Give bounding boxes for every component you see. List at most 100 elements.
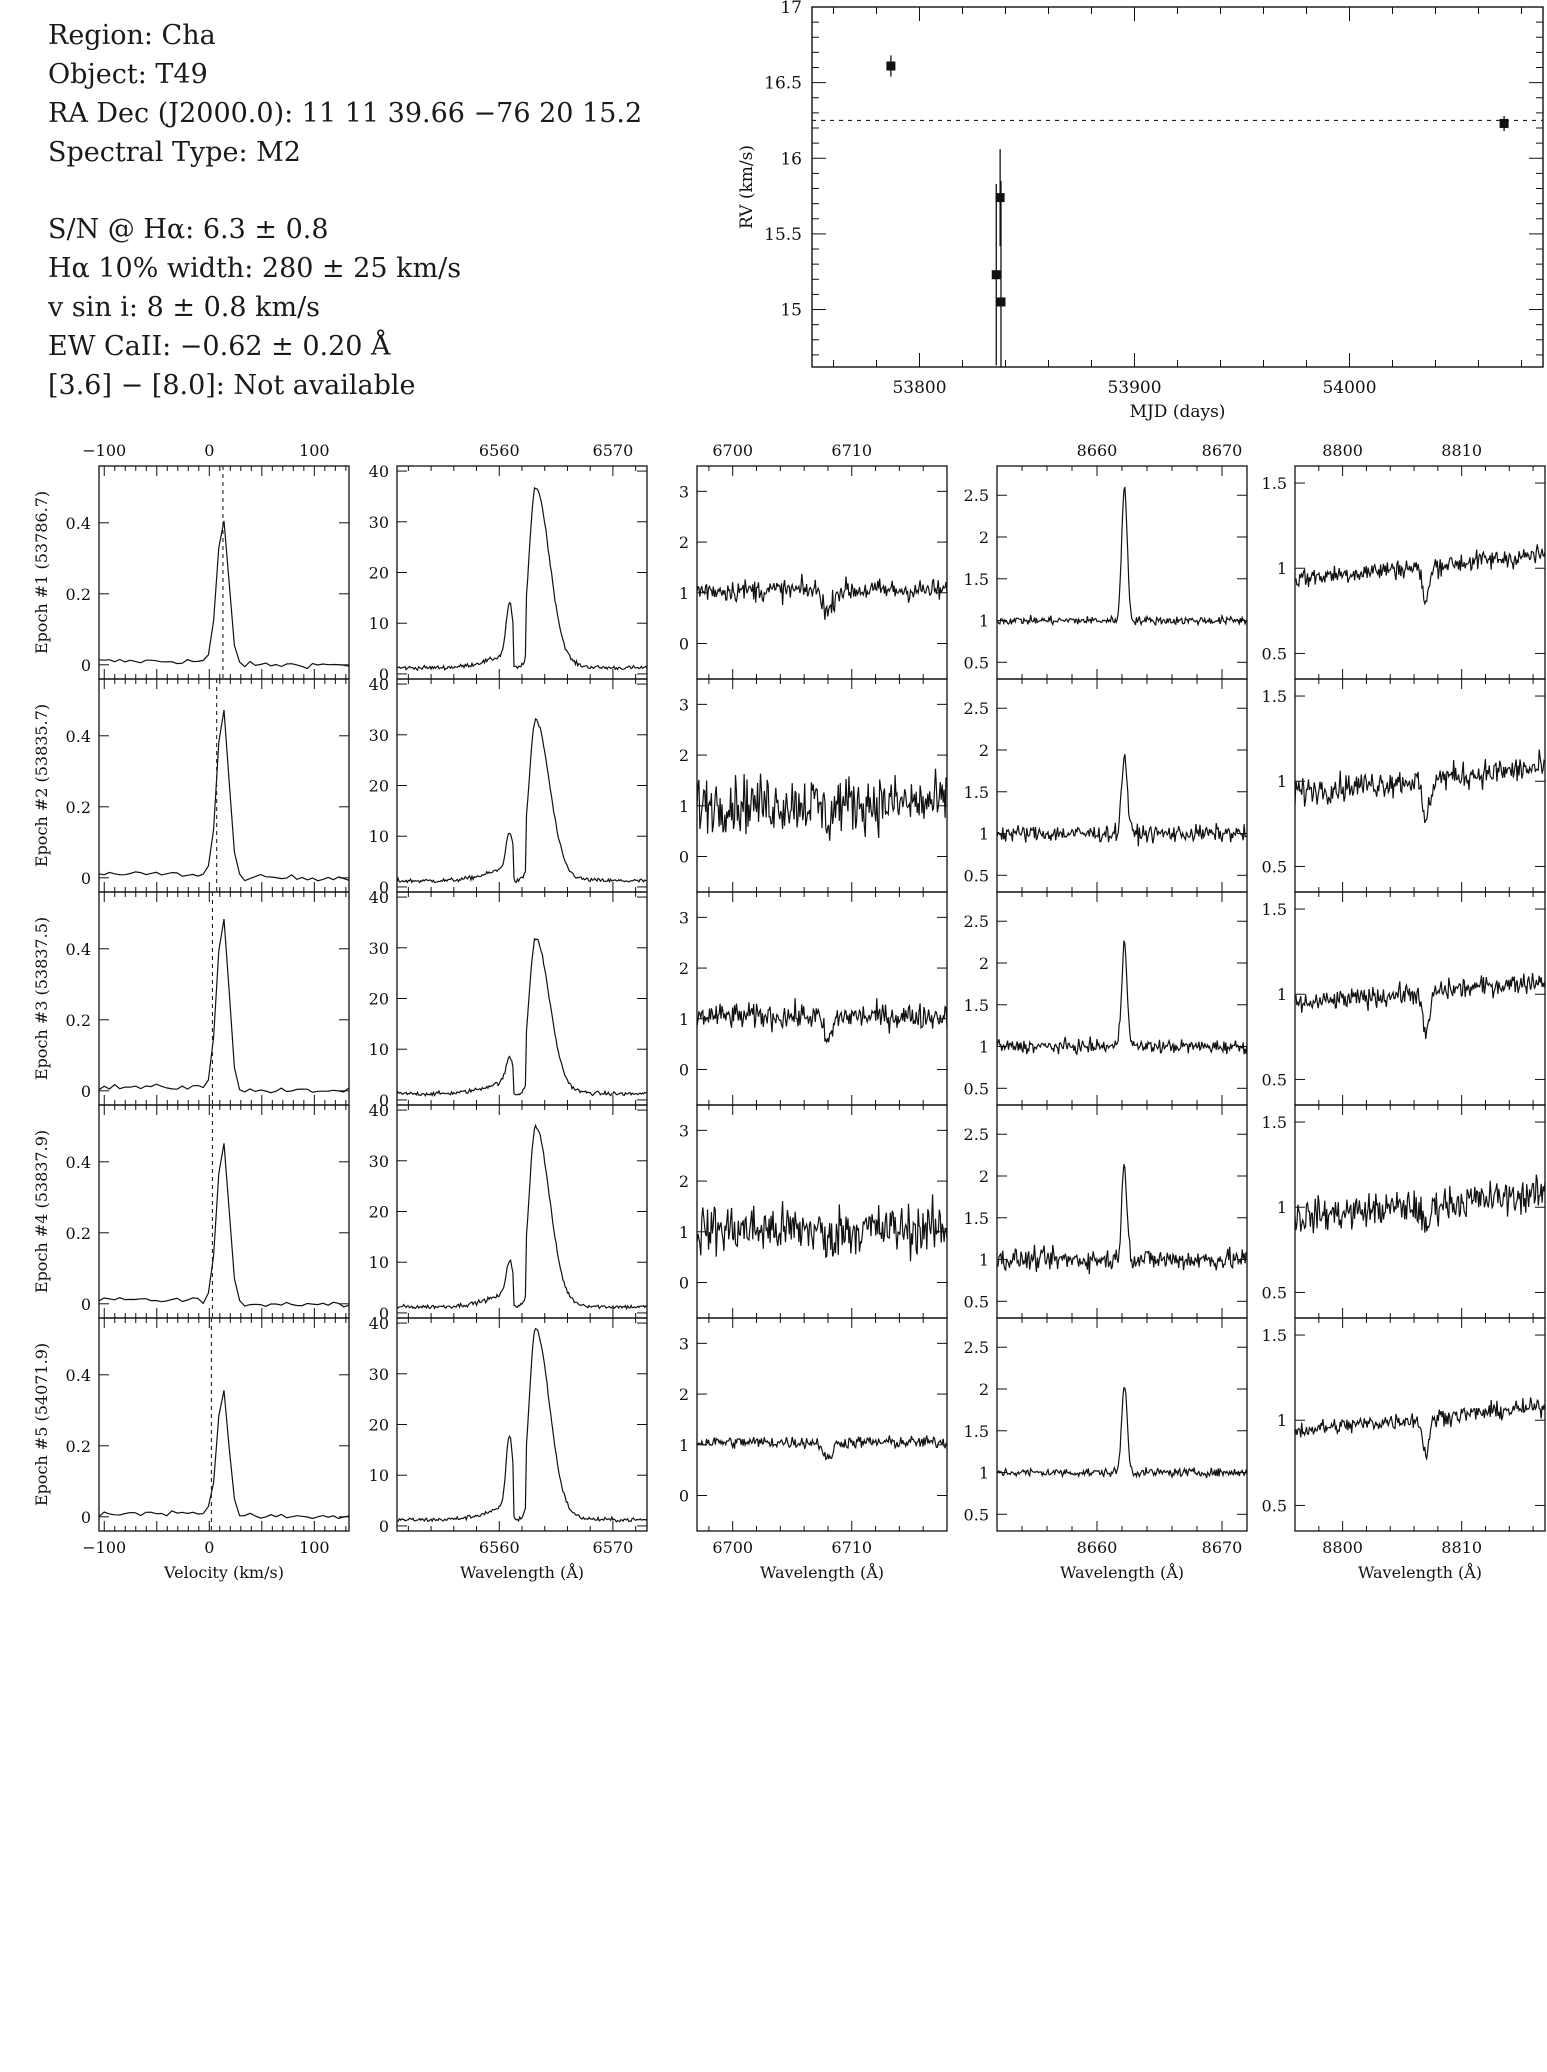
spectrum-line [1294,544,1546,606]
panel-y-tick-label: 2.5 [964,486,989,505]
grid-top-tick-label: 6700 [712,441,753,460]
grid-top-tick-label: 6560 [479,441,520,460]
panel-y-tick-label: 0 [679,848,689,867]
grid-x-axis-label: Wavelength (Å) [460,1562,584,1582]
panel-frame [696,891,948,1106]
spectrum-line [1294,1397,1546,1461]
panel-y-tick-label: 40 [369,675,389,694]
panel-y-tick-label: 0 [679,1061,689,1080]
panel-y-tick-label: 3 [679,1121,689,1140]
panel-y-tick-label: 0 [81,1295,91,1314]
panel-y-tick-label: 0 [679,1274,689,1293]
info-panel: Region: Cha Object: T49 RA Dec (J2000.0)… [48,16,748,405]
spectrum-panel: 0.5 1 1.5 2 2.5 [964,465,1248,680]
panel-y-tick-label: 1.5 [1262,900,1287,919]
panel-y-tick-label: 20 [369,777,389,796]
panel-y-tick-label: 0.5 [1262,1283,1287,1302]
spectrum-panel: 0 0.2 0.4 [66,1104,350,1319]
spectrum-line [1294,749,1546,824]
spectrum-line [996,1386,1248,1479]
spectrum-panel: 0 0.2 0.4 [66,678,350,893]
grid-top-tick-label: 100 [299,441,330,460]
spectrum-panel: 0.5 1 1.5 [1262,1104,1546,1319]
panel-frame [1294,465,1546,680]
panel-y-tick-label: 0.5 [1262,644,1287,663]
spectrum-panel: 0 10 20 30 40 [369,888,648,1110]
spectrum-line [696,998,948,1045]
panel-y-tick-label: 3 [679,482,689,501]
spectrum-line [396,1327,648,1523]
panel-frame [696,678,948,893]
rv-y-axis-label: RV (km/s) [737,145,757,229]
panel-y-tick-label: 2 [679,533,689,552]
panel-y-tick-label: 1.5 [964,570,989,589]
panel-y-tick-label: 0.5 [964,1292,989,1311]
spectrum-line [696,1435,948,1461]
epoch-label: Epoch #3 (53837.5) [32,917,51,1080]
panel-y-tick-label: 10 [369,1253,389,1272]
spectrum-line [396,1123,648,1311]
panel-y-tick-label: 0.2 [66,798,91,817]
panel-y-tick-label: 0.5 [964,1505,989,1524]
panel-y-tick-label: 30 [369,1365,389,1384]
epoch-label: Epoch #2 (53835.7) [32,704,51,867]
spectrum-panel: 0.5 1 1.5 2 2.5 [964,891,1248,1106]
grid-top-tick-label: 8800 [1322,441,1363,460]
grid-top-tick-label: 6710 [831,441,872,460]
grid-top-tick-label: −100 [82,441,126,460]
halpha-width-text: Hα 10% width: 280 ± 25 km/s [48,253,462,284]
panel-y-tick-label: 1 [1277,1411,1287,1430]
panel-y-tick-label: 0.4 [66,940,91,959]
grid-x-axis-label: Wavelength (Å) [1060,1562,1184,1582]
panel-y-tick-label: 0.4 [66,514,91,533]
panel-y-tick-label: 10 [369,827,389,846]
panel-y-tick-label: 40 [369,888,389,907]
rv-point [996,297,1006,307]
panel-frame [396,465,648,680]
panel-y-tick-label: 1.5 [964,996,989,1015]
panel-y-tick-label: 1 [679,797,689,816]
panel-frame [396,1104,648,1319]
spectrum-panel: 0 0.2 0.4 [66,465,350,680]
panel-y-tick-label: 0 [379,665,389,684]
panel-y-tick-label: 1 [1277,1198,1287,1217]
panel-frame [996,1104,1248,1319]
panel-y-tick-label: 0.2 [66,1011,91,1030]
grid-bottom-tick-label: 8660 [1077,1538,1118,1557]
panel-y-tick-label: 1 [979,1251,989,1270]
panel-y-tick-label: 1.5 [964,1422,989,1441]
radec-text: RA Dec (J2000.0): 11 11 39.66 −76 20 15.… [48,98,643,129]
grid-top-tick-label: 8810 [1441,441,1482,460]
panel-y-tick-label: 0 [679,635,689,654]
panel-y-tick-label: 0 [379,1517,389,1536]
panel-y-tick-label: 30 [369,513,389,532]
panel-y-tick-label: 10 [369,1040,389,1059]
spectrum-line [996,940,1248,1056]
grid-bottom-tick-label: 8810 [1441,1538,1482,1557]
spectrum-line [98,520,350,670]
rv-y-tick-label: 16.5 [764,74,802,94]
spectrum-panel: 0 1 2 3 [679,1104,948,1319]
panel-y-tick-label: 1 [679,1436,689,1455]
panel-y-tick-label: 0 [81,1082,91,1101]
spectrum-line [996,1164,1248,1275]
panel-y-tick-label: 1.5 [964,1209,989,1228]
panel-y-tick-label: 1.5 [1262,1326,1287,1345]
grid-x-axis-label: Wavelength (Å) [760,1562,884,1582]
panel-frame [696,465,948,680]
rv-chart: 53800 53900 54000 15 15.5 16 16.5 17 MJD (days) R… [737,0,1544,422]
grid-bottom-tick-label: 6710 [831,1538,872,1557]
panel-y-tick-label: 1 [1277,985,1287,1004]
panel-frame [396,891,648,1106]
panel-y-tick-label: 2 [979,1380,989,1399]
panel-y-tick-label: 2.5 [964,1125,989,1144]
panel-y-tick-label: 1.5 [1262,687,1287,706]
spectrum-line [98,1390,350,1520]
object-text: Object: T49 [48,59,208,90]
panel-y-tick-label: 0.4 [66,727,91,746]
spectrum-line [696,1194,948,1262]
panel-y-tick-label: 2 [979,741,989,760]
panel-y-tick-label: 0 [379,1091,389,1110]
panel-y-tick-label: 10 [369,1466,389,1485]
spectrum-panel: 0.5 1 1.5 [1262,891,1546,1106]
